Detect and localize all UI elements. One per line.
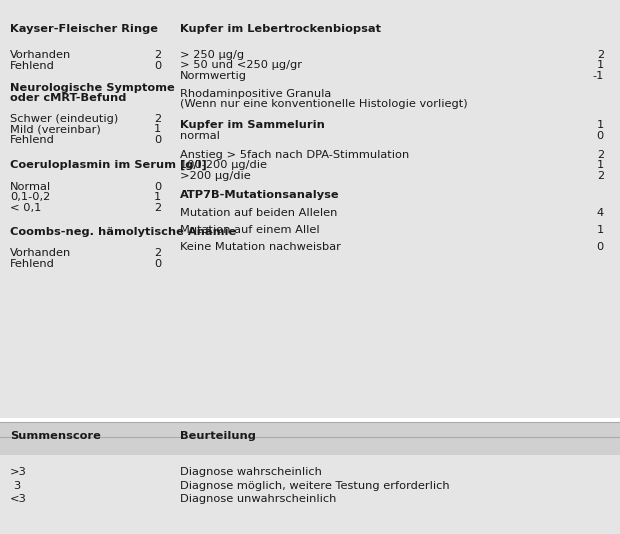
- Text: Normal: Normal: [10, 182, 51, 192]
- Text: 4: 4: [597, 208, 604, 218]
- Text: Mutation auf einem Allel: Mutation auf einem Allel: [180, 225, 319, 235]
- Text: 1: 1: [154, 124, 161, 135]
- Text: 1: 1: [596, 225, 604, 235]
- Text: 2: 2: [154, 50, 161, 60]
- Text: Mutation auf beiden Allelen: Mutation auf beiden Allelen: [180, 208, 337, 218]
- Text: Fehlend: Fehlend: [10, 135, 55, 145]
- Text: Kayser-Fleischer Ringe: Kayser-Fleischer Ringe: [10, 24, 158, 34]
- Text: Vorhanden: Vorhanden: [10, 248, 71, 258]
- Text: 0: 0: [154, 259, 161, 269]
- Text: 2: 2: [154, 203, 161, 213]
- Text: Coeruloplasmin im Serum [g/l]: Coeruloplasmin im Serum [g/l]: [10, 160, 206, 170]
- Text: 1: 1: [596, 120, 604, 130]
- Text: 0: 0: [154, 61, 161, 71]
- Text: Beurteilung: Beurteilung: [180, 431, 255, 441]
- Text: <3: <3: [10, 494, 27, 504]
- Text: 0: 0: [596, 242, 604, 252]
- Text: Fehlend: Fehlend: [10, 259, 55, 269]
- Text: Coombs-neg. hämolytische Anämie: Coombs-neg. hämolytische Anämie: [10, 227, 236, 237]
- Text: 1: 1: [596, 160, 604, 170]
- Text: > 50 und <250 μg/gr: > 50 und <250 μg/gr: [180, 60, 302, 70]
- Text: 2: 2: [597, 50, 604, 60]
- Bar: [0, 422, 620, 455]
- Text: < 0,1: < 0,1: [10, 203, 42, 213]
- Text: Kupfer im Sammelurin: Kupfer im Sammelurin: [180, 120, 325, 130]
- Text: 1: 1: [596, 60, 604, 70]
- Text: Fehlend: Fehlend: [10, 61, 55, 71]
- Text: 0,1-0,2: 0,1-0,2: [10, 192, 50, 202]
- Text: 3: 3: [14, 481, 21, 491]
- Text: 2: 2: [154, 114, 161, 124]
- Text: Neurologische Symptome: Neurologische Symptome: [10, 83, 175, 93]
- Text: Keine Mutation nachweisbar: Keine Mutation nachweisbar: [180, 242, 340, 252]
- Bar: [0, 455, 620, 534]
- Text: Diagnose wahrscheinlich: Diagnose wahrscheinlich: [180, 467, 322, 477]
- Text: Diagnose unwahrscheinlich: Diagnose unwahrscheinlich: [180, 494, 336, 504]
- Text: 0: 0: [154, 135, 161, 145]
- Text: -1: -1: [593, 71, 604, 81]
- Text: Normwertig: Normwertig: [180, 71, 247, 81]
- Text: 1: 1: [154, 192, 161, 202]
- Text: Summenscore: Summenscore: [10, 431, 101, 441]
- Text: 2: 2: [154, 248, 161, 258]
- Text: 2: 2: [597, 171, 604, 181]
- Text: Vorhanden: Vorhanden: [10, 50, 71, 60]
- Text: Kupfer im Lebertrockenbiopsat: Kupfer im Lebertrockenbiopsat: [180, 24, 381, 34]
- Text: 2: 2: [597, 150, 604, 160]
- Text: >200 μg/die: >200 μg/die: [180, 171, 250, 181]
- Text: 0: 0: [596, 131, 604, 141]
- Text: (Wenn nur eine konventionelle Histologie vorliegt): (Wenn nur eine konventionelle Histologie…: [180, 99, 467, 109]
- Text: normal: normal: [180, 131, 219, 141]
- Text: > 250 μg/g: > 250 μg/g: [180, 50, 244, 60]
- Text: Anstieg > 5fach nach DPA-Stimmulation: Anstieg > 5fach nach DPA-Stimmulation: [180, 150, 409, 160]
- Text: >3: >3: [10, 467, 27, 477]
- Text: 100-200 μg/die: 100-200 μg/die: [180, 160, 267, 170]
- Text: oder cMRT-Befund: oder cMRT-Befund: [10, 93, 126, 104]
- Text: ATP7B-Mutationsanalyse: ATP7B-Mutationsanalyse: [180, 190, 339, 200]
- Text: 0: 0: [154, 182, 161, 192]
- Text: Schwer (eindeutig): Schwer (eindeutig): [10, 114, 118, 124]
- Bar: [0, 418, 620, 423]
- Text: Mild (vereinbar): Mild (vereinbar): [10, 124, 100, 135]
- Bar: [0, 0, 620, 418]
- Text: Diagnose möglich, weitere Testung erforderlich: Diagnose möglich, weitere Testung erford…: [180, 481, 450, 491]
- Text: Rhodaminpositive Granula: Rhodaminpositive Granula: [180, 89, 331, 99]
